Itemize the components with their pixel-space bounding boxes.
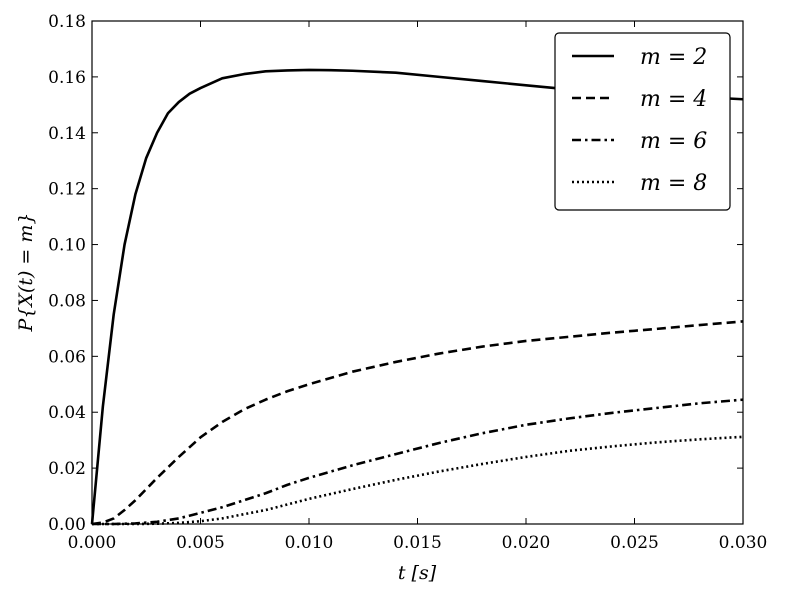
legend-label-2: m = 4 <box>640 87 707 112</box>
x-tick-label: 0.015 <box>393 533 442 553</box>
legend-label-1: m = 2 <box>640 45 707 70</box>
y-tick-label: 0.18 <box>48 12 86 32</box>
x-tick-label: 0.025 <box>610 533 659 553</box>
x-axis: 0.000 0.005 0.010 0.015 0.020 0.025 0.030 <box>68 21 768 553</box>
legend-label-3: m = 6 <box>640 129 707 154</box>
series-line-2 <box>91 320 744 526</box>
series-line-3 <box>92 398 744 526</box>
y-tick-label: 0.08 <box>48 291 86 311</box>
legend-label-4: m = 8 <box>640 171 707 196</box>
y-tick-label: 0.02 <box>48 459 86 479</box>
y-tick-label: 0.10 <box>48 236 86 256</box>
y-tick-label: 0.00 <box>48 515 86 535</box>
legend: m = 2 m = 4 m = 6 m = 8 <box>554 32 731 211</box>
x-tick-label: 0.010 <box>285 533 334 553</box>
y-tick-label: 0.04 <box>48 403 86 423</box>
y-tick-label: 0.16 <box>48 68 86 88</box>
legend-items: m = 2 m = 4 m = 6 m = 8 <box>572 45 707 196</box>
x-axis-label: t [s] <box>398 562 437 584</box>
y-tick-label: 0.14 <box>48 124 86 144</box>
x-tick-label: 0.020 <box>502 533 551 553</box>
y-axis-label: P{X(t) = m} <box>15 213 37 333</box>
y-axis: 0.00 0.02 0.04 0.06 0.08 0.10 0.12 0.14 0.16 0.18 <box>48 12 743 535</box>
x-tick-label: 0.000 <box>68 533 117 553</box>
y-tick-label: 0.06 <box>48 347 86 367</box>
legend-box <box>554 32 731 211</box>
y-tick-label: 0.12 <box>48 180 86 200</box>
x-tick-label: 0.030 <box>719 533 768 553</box>
x-tick-label: 0.005 <box>176 533 225 553</box>
